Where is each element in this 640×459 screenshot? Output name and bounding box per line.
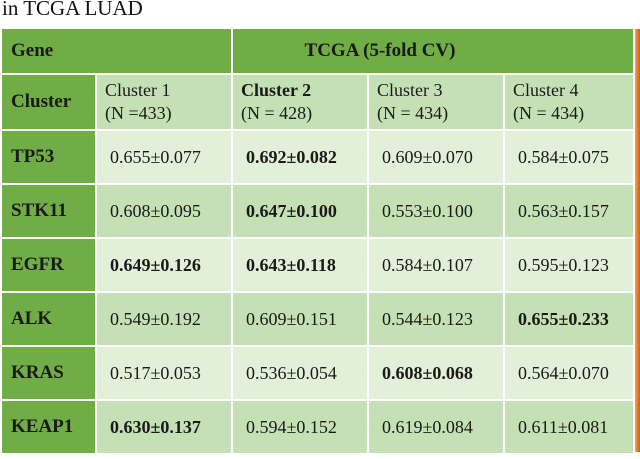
value-cell: 0.595±0.123 <box>505 239 634 291</box>
page-edge-accent-strip <box>635 29 640 452</box>
value-cell: 0.609±0.151 <box>233 293 367 345</box>
value-cell: 0.608±0.095 <box>97 185 231 237</box>
table-caption: in TCGA LUAD <box>2 0 143 20</box>
cluster-n: (N = 428) <box>241 103 313 123</box>
value-cell: 0.647±0.100 <box>233 185 367 237</box>
cluster-n: (N = 434) <box>377 103 449 123</box>
value-cell: 0.692±0.082 <box>233 131 367 183</box>
cluster-name: Cluster 2 <box>241 80 312 100</box>
gene-name: STK11 <box>2 185 95 237</box>
value-cell: 0.544±0.123 <box>369 293 503 345</box>
table-row-kras: KRAS 0.517±0.053 0.536±0.054 0.608±0.068… <box>2 347 634 399</box>
gene-name: KEAP1 <box>2 401 95 453</box>
value-cell: 0.536±0.054 <box>233 347 367 399</box>
value-cell: 0.611±0.081 <box>505 401 634 453</box>
header-cluster-2: Cluster 2 (N = 428) <box>233 75 367 129</box>
value-cell: 0.594±0.152 <box>233 401 367 453</box>
cluster-name: Cluster 1 <box>105 80 171 100</box>
table-row-alk: ALK 0.549±0.192 0.609±0.151 0.544±0.123 … <box>2 293 634 345</box>
value-cell: 0.564±0.070 <box>505 347 634 399</box>
table-row-keap1: KEAP1 0.630±0.137 0.594±0.152 0.619±0.08… <box>2 401 634 453</box>
cluster-n: (N = 434) <box>513 103 585 123</box>
gene-name: EGFR <box>2 239 95 291</box>
cluster-n: (N =433) <box>105 103 172 123</box>
header-cluster-3: Cluster 3 (N = 434) <box>369 75 503 129</box>
value-cell: 0.655±0.077 <box>97 131 231 183</box>
table-row-stk11: STK11 0.608±0.095 0.647±0.100 0.553±0.10… <box>2 185 634 237</box>
header-cluster-4: Cluster 4 (N = 434) <box>505 75 634 129</box>
value-cell: 0.649±0.126 <box>97 239 231 291</box>
header-row-clusters: Cluster Cluster 1 (N =433) Cluster 2 (N … <box>2 75 634 129</box>
gene-name: KRAS <box>2 347 95 399</box>
header-cluster-1: Cluster 1 (N =433) <box>97 75 231 129</box>
value-cell: 0.563±0.157 <box>505 185 634 237</box>
cluster-name: Cluster 4 <box>513 80 579 100</box>
header-tcga-cv: TCGA (5-fold CV) <box>233 29 634 73</box>
table-row-tp53: TP53 0.655±0.077 0.692±0.082 0.609±0.070… <box>2 131 634 183</box>
value-cell: 0.553±0.100 <box>369 185 503 237</box>
value-cell: 0.619±0.084 <box>369 401 503 453</box>
value-cell: 0.643±0.118 <box>233 239 367 291</box>
value-cell: 0.584±0.107 <box>369 239 503 291</box>
value-cell: 0.549±0.192 <box>97 293 231 345</box>
table-row-egfr: EGFR 0.649±0.126 0.643±0.118 0.584±0.107… <box>2 239 634 291</box>
value-cell: 0.655±0.233 <box>505 293 634 345</box>
gene-name: TP53 <box>2 131 95 183</box>
results-table: Gene TCGA (5-fold CV) Cluster Cluster 1 … <box>0 27 635 455</box>
header-gene: Gene <box>2 29 231 73</box>
header-row-top: Gene TCGA (5-fold CV) <box>2 29 634 73</box>
header-cluster-label: Cluster <box>2 75 95 129</box>
cluster-name: Cluster 3 <box>377 80 443 100</box>
value-cell: 0.584±0.075 <box>505 131 634 183</box>
value-cell: 0.517±0.053 <box>97 347 231 399</box>
value-cell: 0.609±0.070 <box>369 131 503 183</box>
gene-name: ALK <box>2 293 95 345</box>
value-cell: 0.630±0.137 <box>97 401 231 453</box>
value-cell: 0.608±0.068 <box>369 347 503 399</box>
